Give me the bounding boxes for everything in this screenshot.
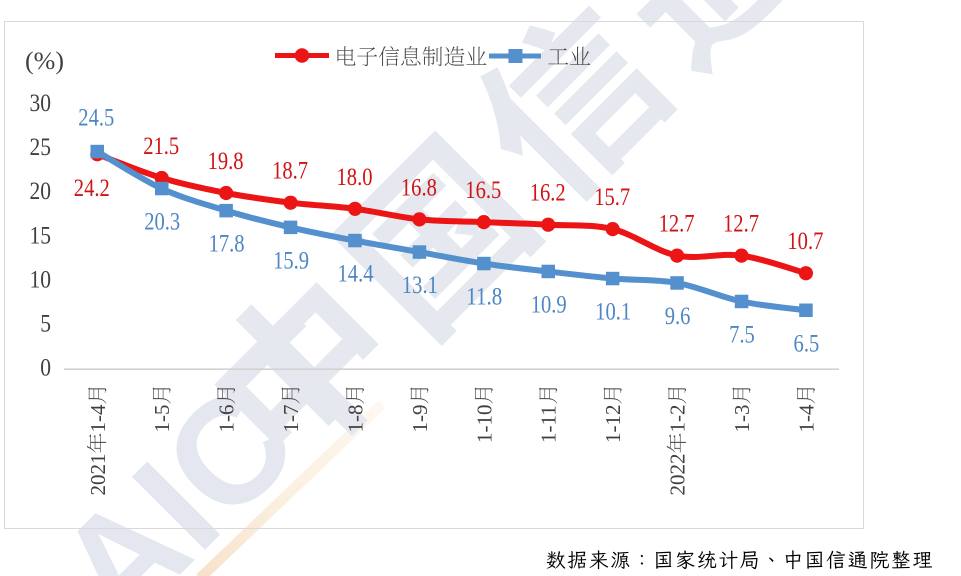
svg-text:21.5: 21.5 — [143, 131, 179, 160]
svg-text:19.8: 19.8 — [208, 146, 244, 175]
svg-text:CAICT: CAICT — [0, 290, 391, 576]
svg-text:15: 15 — [30, 222, 52, 249]
svg-text:1-7: 1-7 — [279, 405, 303, 433]
svg-text:15.7: 15.7 — [594, 182, 630, 211]
svg-text:1-4: 1-4 — [86, 404, 110, 432]
svg-text:25: 25 — [30, 134, 52, 161]
svg-text:1-12: 1-12 — [601, 405, 625, 444]
svg-text:16.5: 16.5 — [465, 175, 501, 204]
svg-text:20.3: 20.3 — [144, 207, 180, 236]
svg-text:1-6: 1-6 — [215, 405, 239, 433]
svg-text:18.7: 18.7 — [272, 156, 308, 185]
svg-text:30: 30 — [30, 90, 52, 117]
svg-text:1-4: 1-4 — [794, 404, 818, 432]
svg-text:2021: 2021 — [86, 454, 110, 496]
svg-text:(%): (%) — [25, 48, 64, 75]
svg-text:1-9: 1-9 — [408, 405, 432, 433]
svg-text:1-10: 1-10 — [472, 405, 496, 444]
svg-text:5: 5 — [40, 311, 51, 338]
svg-text:13.1: 13.1 — [402, 270, 438, 299]
svg-text:7.5: 7.5 — [729, 320, 755, 349]
svg-text:1-2: 1-2 — [666, 405, 690, 433]
svg-text:11.8: 11.8 — [466, 282, 502, 311]
svg-text:10.9: 10.9 — [531, 290, 567, 319]
svg-text:1-5: 1-5 — [150, 405, 174, 433]
svg-text:24.5: 24.5 — [78, 103, 114, 132]
svg-text:6.5: 6.5 — [794, 328, 820, 357]
svg-text:12.7: 12.7 — [723, 209, 759, 238]
svg-text:16.8: 16.8 — [401, 172, 437, 201]
svg-text:10.7: 10.7 — [787, 226, 823, 255]
svg-text:24.2: 24.2 — [74, 173, 110, 202]
svg-text:16.2: 16.2 — [530, 178, 566, 207]
svg-text:10: 10 — [30, 266, 52, 293]
svg-text:9.6: 9.6 — [665, 301, 691, 330]
svg-text:2022: 2022 — [666, 454, 690, 496]
svg-text:18.0: 18.0 — [337, 162, 373, 191]
svg-text:10.1: 10.1 — [595, 297, 631, 326]
svg-text:1-8: 1-8 — [344, 405, 368, 433]
svg-text:20: 20 — [30, 178, 52, 205]
svg-text:0: 0 — [40, 355, 51, 382]
svg-text:12.7: 12.7 — [659, 209, 695, 238]
svg-text:15.9: 15.9 — [273, 245, 309, 274]
svg-text:17.8: 17.8 — [209, 229, 245, 258]
svg-text:14.4: 14.4 — [338, 259, 374, 288]
svg-text:1-11: 1-11 — [537, 405, 561, 443]
svg-text:1-3: 1-3 — [730, 405, 754, 433]
